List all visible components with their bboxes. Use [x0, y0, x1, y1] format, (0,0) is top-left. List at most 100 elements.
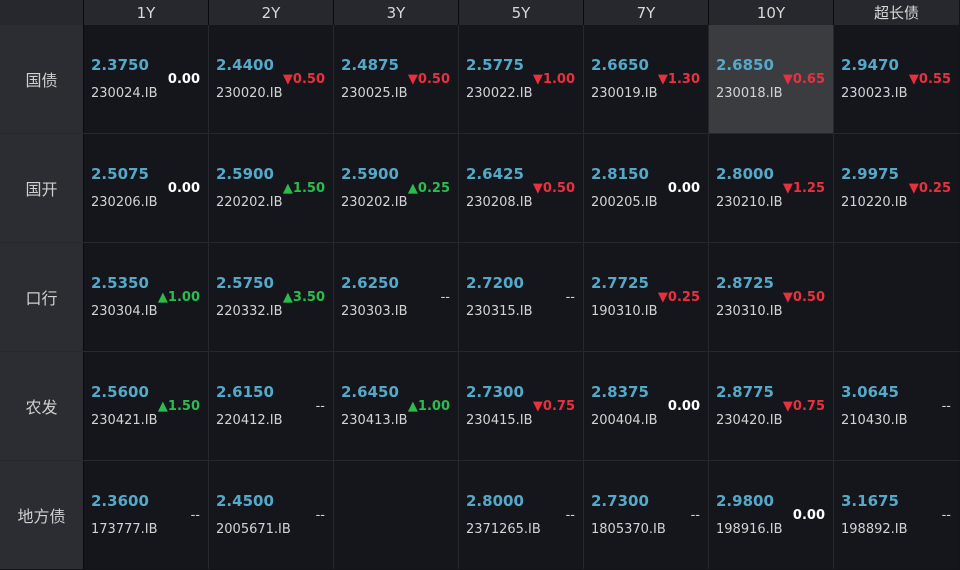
row-header-exim[interactable]: 口行: [0, 243, 84, 351]
quote-cell-treasury-ultra-long[interactable]: 2.9470 230023.IB ▼0.55: [834, 25, 959, 133]
yield-change: ▼1.00: [532, 72, 575, 87]
yield-change: ▼1.25: [782, 181, 825, 196]
quote-cell-adbc-10y[interactable]: 2.8775 230420.IB ▼0.75: [709, 352, 834, 460]
yield-change: ▼0.50: [532, 181, 575, 196]
quote-cell-local-gov-2y[interactable]: 2.4500 2005671.IB --: [209, 461, 334, 569]
row-header-local-gov[interactable]: 地方债: [0, 461, 84, 569]
row-divider: [0, 351, 960, 352]
yield-value: 2.6850: [716, 56, 774, 74]
bond-code: 230025.IB: [341, 86, 408, 101]
yield-value: 2.6650: [591, 56, 649, 74]
col-header-10y[interactable]: 10Y: [709, 0, 834, 25]
quote-cell-cdb-3y[interactable]: 2.5900 230202.IB ▲0.25: [334, 134, 459, 242]
yield-value: 3.0645: [841, 383, 899, 401]
bond-code: 230022.IB: [466, 86, 533, 101]
quote-cell-local-gov-10y[interactable]: 2.9800 198916.IB 0.00: [709, 461, 834, 569]
col-header-7y[interactable]: 7Y: [584, 0, 709, 25]
row-divider: [0, 242, 960, 243]
bond-code: 200404.IB: [591, 413, 658, 428]
yield-change: --: [565, 508, 575, 523]
quote-cell-treasury-3y[interactable]: 2.4875 230025.IB ▼0.50: [334, 25, 459, 133]
row-exim: 口行 2.5350 230304.IB ▲1.00 2.5750 220332.IB ▲3.…: [0, 243, 960, 351]
bond-code: 230202.IB: [341, 195, 408, 210]
quote-cell-cdb-7y[interactable]: 2.8150 200205.IB 0.00: [584, 134, 709, 242]
col-header-1y[interactable]: 1Y: [84, 0, 209, 25]
bond-code: 230421.IB: [91, 413, 158, 428]
quote-cell-adbc-ultra-long[interactable]: 3.0645 210430.IB --: [834, 352, 959, 460]
quote-cell-adbc-5y[interactable]: 2.7300 230415.IB ▼0.75: [459, 352, 584, 460]
bond-code: 230415.IB: [466, 413, 533, 428]
bond-code: 220202.IB: [216, 195, 283, 210]
yield-change: ▲3.50: [282, 290, 325, 305]
quote-cell-local-gov-ultra-long[interactable]: 3.1675 198892.IB --: [834, 461, 959, 569]
quote-cell-local-gov-5y[interactable]: 2.8000 2371265.IB --: [459, 461, 584, 569]
bond-code: 2371265.IB: [466, 522, 541, 537]
quote-cell-treasury-2y[interactable]: 2.4400 230020.IB ▼0.50: [209, 25, 334, 133]
yield-change: ▼0.25: [908, 181, 951, 196]
bond-code: 230420.IB: [716, 413, 783, 428]
yield-value: 2.7300: [591, 492, 649, 510]
yield-change: ▼0.65: [782, 72, 825, 87]
quote-cell-cdb-ultra-long[interactable]: 2.9975 210220.IB ▼0.25: [834, 134, 959, 242]
yield-change: ▲1.00: [157, 290, 200, 305]
yield-change: 0.00: [667, 181, 700, 196]
bond-code: 230024.IB: [91, 86, 158, 101]
yield-value: 2.7725: [591, 274, 649, 292]
quote-cell-adbc-3y[interactable]: 2.6450 230413.IB ▲1.00: [334, 352, 459, 460]
yield-change: --: [941, 399, 951, 414]
bond-code: 230315.IB: [466, 304, 533, 319]
quote-cell-exim-3y[interactable]: 2.6250 230303.IB --: [334, 243, 459, 351]
bond-code: 2005671.IB: [216, 522, 291, 537]
yield-change: ▼0.50: [407, 72, 450, 87]
quote-cell-exim-5y[interactable]: 2.7200 230315.IB --: [459, 243, 584, 351]
row-header-treasury[interactable]: 国债: [0, 25, 84, 133]
col-header-3y[interactable]: 3Y: [334, 0, 459, 25]
quote-cell-exim-1y[interactable]: 2.5350 230304.IB ▲1.00: [84, 243, 209, 351]
yield-value: 2.4400: [216, 56, 274, 74]
quote-cell-adbc-1y[interactable]: 2.5600 230421.IB ▲1.50: [84, 352, 209, 460]
yield-change: ▲1.00: [407, 399, 450, 414]
quote-cell-cdb-1y[interactable]: 2.5075 230206.IB 0.00: [84, 134, 209, 242]
yield-change: 0.00: [167, 72, 200, 87]
bond-code: 220412.IB: [216, 413, 283, 428]
quote-cell-exim-7y[interactable]: 2.7725 190310.IB ▼0.25: [584, 243, 709, 351]
yield-value: 2.6450: [341, 383, 399, 401]
quote-cell-adbc-2y[interactable]: 2.6150 220412.IB --: [209, 352, 334, 460]
bond-code: 210220.IB: [841, 195, 908, 210]
bond-code: 190310.IB: [591, 304, 658, 319]
quote-cell-adbc-7y[interactable]: 2.8375 200404.IB 0.00: [584, 352, 709, 460]
yield-value: 2.3600: [91, 492, 149, 510]
bond-code: 230210.IB: [716, 195, 783, 210]
yield-value: 2.4500: [216, 492, 274, 510]
yield-value: 2.3750: [91, 56, 149, 74]
quote-cell-exim-10y[interactable]: 2.8725 230310.IB ▼0.50: [709, 243, 834, 351]
yield-value: 2.9975: [841, 165, 899, 183]
bond-code: 198916.IB: [716, 522, 783, 537]
yield-change: ▲1.50: [282, 181, 325, 196]
quote-cell-cdb-10y[interactable]: 2.8000 230210.IB ▼1.25: [709, 134, 834, 242]
col-header-5y[interactable]: 5Y: [459, 0, 584, 25]
quote-cell-exim-2y[interactable]: 2.5750 220332.IB ▲3.50: [209, 243, 334, 351]
quote-cell-treasury-7y[interactable]: 2.6650 230019.IB ▼1.30: [584, 25, 709, 133]
bond-code: 200205.IB: [591, 195, 658, 210]
yield-change: --: [565, 290, 575, 305]
quote-cell-treasury-5y[interactable]: 2.5775 230022.IB ▼1.00: [459, 25, 584, 133]
row-header-adbc[interactable]: 农发: [0, 352, 84, 460]
yield-value: 2.6425: [466, 165, 524, 183]
yield-value: 2.5075: [91, 165, 149, 183]
quote-cell-local-gov-1y[interactable]: 2.3600 173777.IB --: [84, 461, 209, 569]
yield-change: --: [440, 290, 450, 305]
col-header-ultra-long[interactable]: 超长债: [834, 0, 959, 25]
yield-value: 2.8000: [716, 165, 774, 183]
col-header-2y[interactable]: 2Y: [209, 0, 334, 25]
quote-cell-cdb-2y[interactable]: 2.5900 220202.IB ▲1.50: [209, 134, 334, 242]
row-header-cdb[interactable]: 国开: [0, 134, 84, 242]
yield-change: ▲1.50: [157, 399, 200, 414]
quote-cell-cdb-5y[interactable]: 2.6425 230208.IB ▼0.50: [459, 134, 584, 242]
quote-cell-treasury-10y[interactable]: 2.6850 230018.IB ▼0.65: [709, 25, 834, 133]
bond-code: 230304.IB: [91, 304, 158, 319]
quote-cell-treasury-1y[interactable]: 2.3750 230024.IB 0.00: [84, 25, 209, 133]
quote-cell-local-gov-7y[interactable]: 2.7300 1805370.IB --: [584, 461, 709, 569]
yield-value: 2.5900: [216, 165, 274, 183]
